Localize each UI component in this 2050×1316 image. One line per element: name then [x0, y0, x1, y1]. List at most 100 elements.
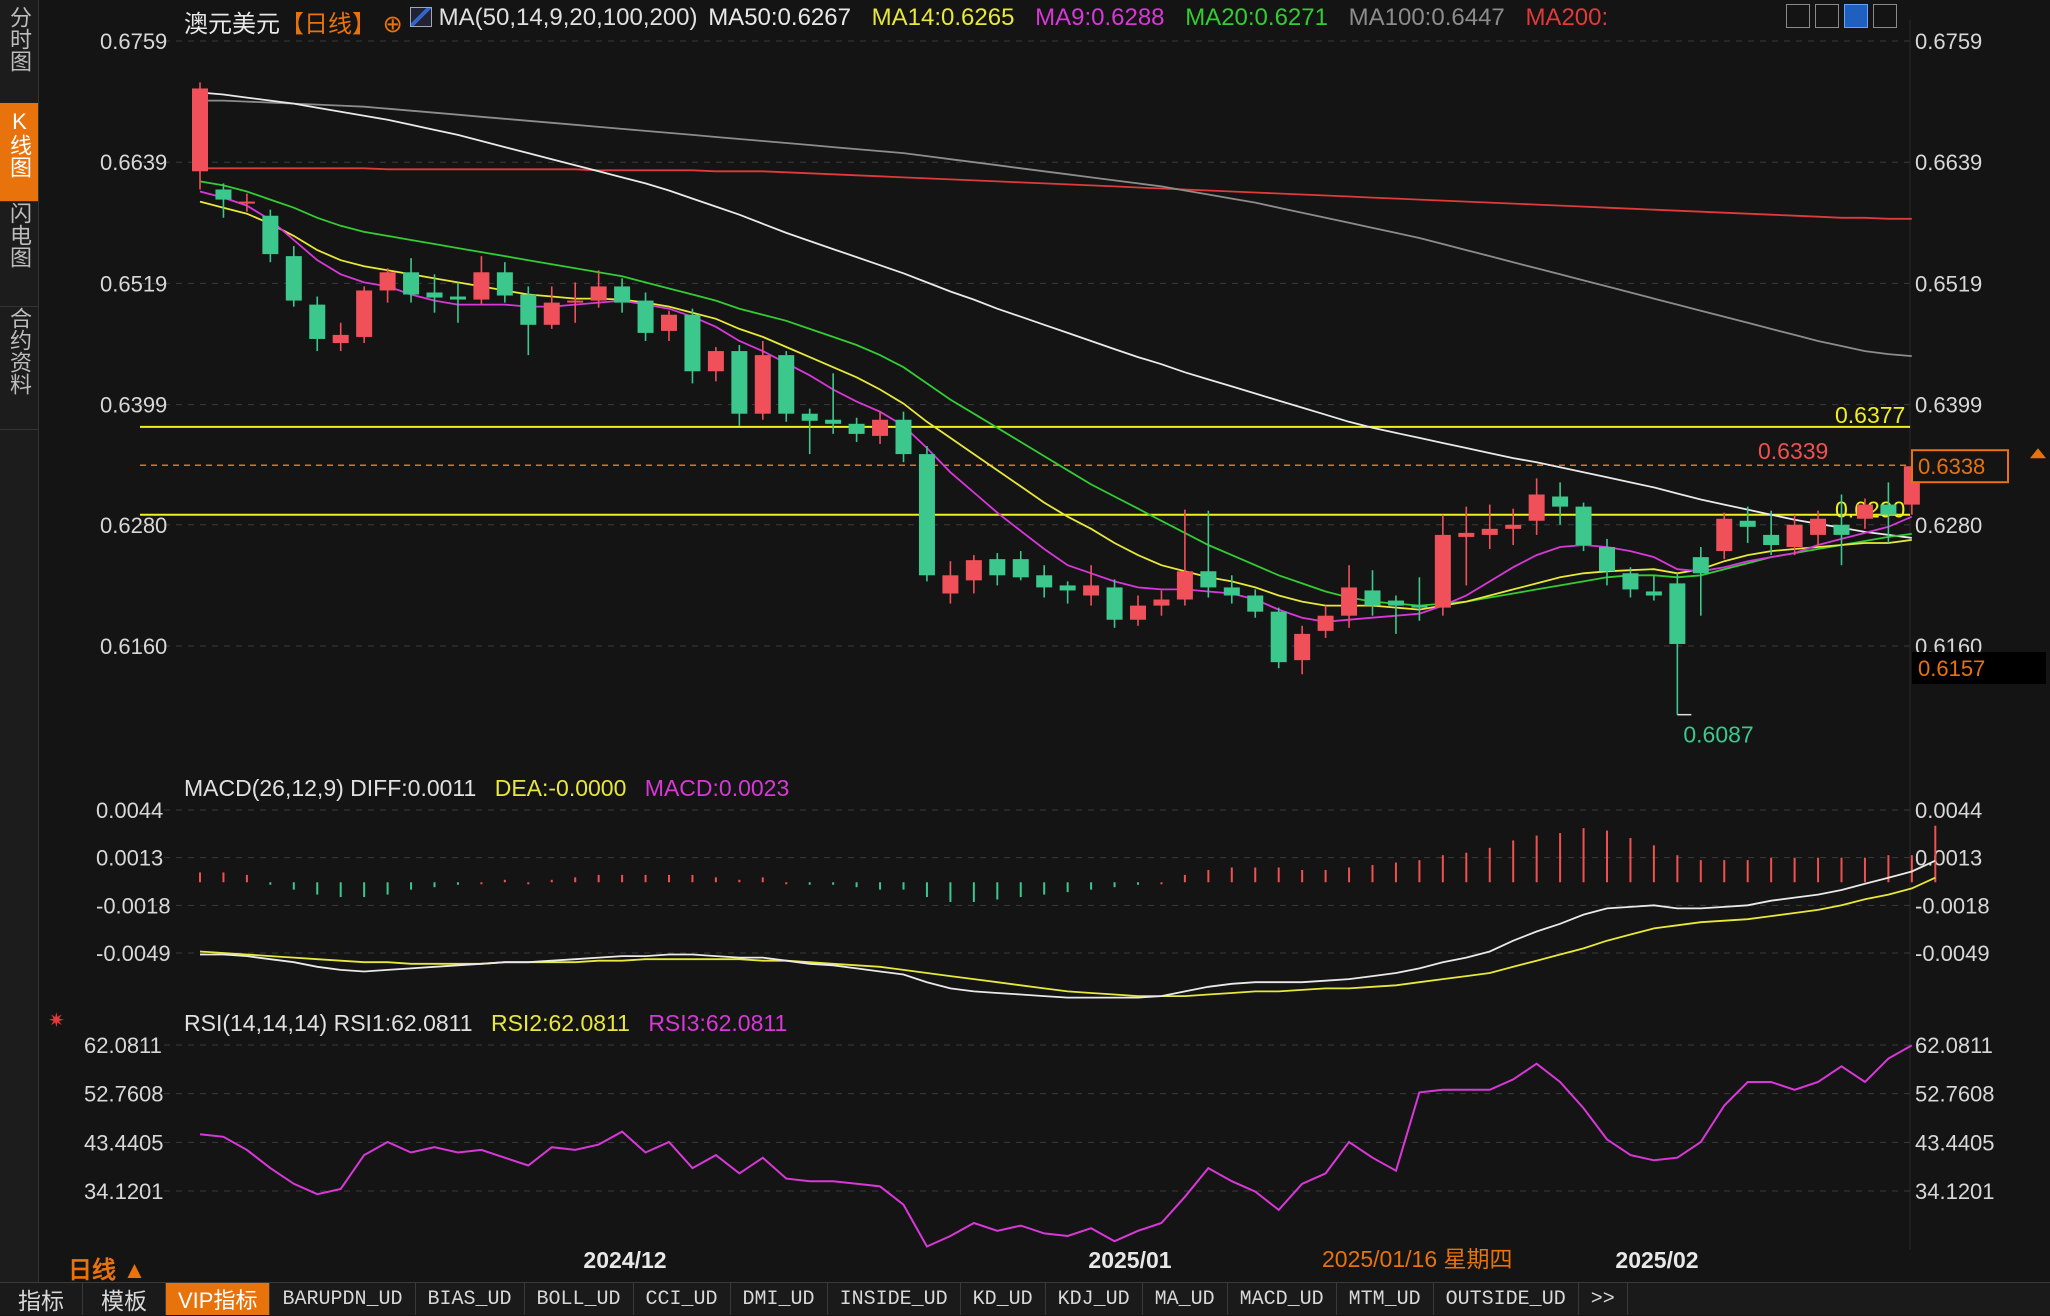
rsi-tick-right: 34.1201: [1915, 1179, 1995, 1204]
candle-body: [520, 294, 537, 325]
bottom-tab-inside-ud[interactable]: INSIDE_UD: [828, 1283, 961, 1315]
candle-body: [965, 560, 982, 581]
tab-lightning[interactable]: 闪电图: [0, 196, 38, 307]
date-tick: 2024/12: [583, 1247, 666, 1273]
candle-body: [1622, 573, 1639, 590]
bottom-tab-dmi-ud[interactable]: DMI_UD: [731, 1283, 828, 1315]
ma50-line: [199, 91, 1912, 539]
candle-body: [496, 272, 513, 296]
cursor-date-box: [1320, 1242, 1536, 1274]
rsi-tick-left: 43.4405: [84, 1130, 164, 1155]
macd-tick-right: -0.0049: [1915, 941, 1990, 966]
last-high-label: 0.6339: [1758, 438, 1828, 464]
candle-body: [872, 419, 889, 436]
candle-body: [1106, 587, 1123, 620]
period-name: 【日线】: [280, 11, 376, 38]
cursor-date-label: 2025/01/16 星期四: [1322, 1246, 1513, 1272]
candle-body: [1528, 494, 1545, 521]
tab-lightning-label: 闪电图: [7, 202, 32, 268]
price-tick-left: 0.6399: [100, 393, 167, 418]
tab-kline[interactable]: K线图: [0, 103, 38, 202]
left-sidebar: 分时图 K线图 闪电图 合约资料: [0, 0, 39, 1282]
bottom-tab-more[interactable]: >>: [1579, 1283, 1628, 1315]
candle-body: [754, 355, 771, 414]
candle-body: [262, 215, 279, 255]
bottom-tab-barupdn-ud[interactable]: BARUPDN_UD: [270, 1283, 416, 1315]
price-tick-left: 0.6280: [100, 513, 167, 538]
tab-time-sharing[interactable]: 分时图: [0, 0, 38, 109]
rsi-tick-right: 52.7608: [1915, 1082, 1995, 1107]
bottom-tab-cci-ud[interactable]: CCI_UD: [634, 1283, 731, 1315]
indicator-bar: 指标 模板 VIP指标 BARUPDN_UD BIAS_UD BOLL_UD CCI_UD D…: [0, 1282, 2050, 1315]
candle-body: [614, 286, 631, 303]
ma-settings-icon[interactable]: [410, 7, 432, 27]
candle-body: [332, 334, 349, 343]
layout-icon[interactable]: [1815, 4, 1839, 28]
candle-body: [1083, 585, 1100, 596]
candle-body: [707, 351, 724, 372]
candle-body: [1364, 590, 1381, 606]
candle-body: [1411, 605, 1428, 608]
bottom-tab-bias-ud[interactable]: BIAS_UD: [416, 1283, 525, 1315]
macd-tick-right: -0.0018: [1915, 893, 1990, 918]
bottom-tab-ma-ud[interactable]: MA_UD: [1143, 1283, 1228, 1315]
candle-body: [637, 300, 654, 333]
candle-body: [1317, 615, 1334, 631]
macd-dea-line: [199, 876, 1936, 997]
candle-body: [567, 300, 584, 303]
candle-body: [1130, 605, 1146, 620]
ma14-value: MA14:0.6265: [871, 4, 1015, 31]
crosshair-icon[interactable]: ⊕: [382, 11, 403, 38]
chart-canvas[interactable]: 0.6759 0.6759 0.6639 0.6639 0.6519 0.6519 0.63…: [38, 0, 2050, 1282]
candle-body: [1856, 504, 1873, 519]
macd-diff: DIFF:0.0011: [350, 775, 477, 801]
date-tick: 2025/01: [1088, 1247, 1171, 1273]
candle-body: [1176, 571, 1193, 600]
macd-tick-left: -0.0049: [96, 941, 171, 966]
rsi2-value: RSI2:62.0811: [490, 1010, 630, 1036]
ma-params: MA(50,14,9,20,100,200): [438, 4, 698, 31]
tab-time-sharing-label: 分时图: [7, 6, 32, 72]
ma50-value: MA50:0.6267: [708, 4, 851, 31]
ma14-line: [199, 200, 1912, 611]
macd-tick-left: 0.0013: [96, 846, 163, 871]
tab-contract-info[interactable]: 合约资料: [0, 301, 38, 430]
rsi1-value: RSI1:62.0811: [333, 1010, 473, 1036]
rsi-settings-icon[interactable]: ✷: [48, 1010, 65, 1032]
bottom-tab-macd-ud[interactable]: MACD_UD: [1228, 1283, 1337, 1315]
rsi-tick-right: 62.0811: [1915, 1033, 1993, 1058]
period-label[interactable]: 日线 ▲: [68, 1257, 147, 1284]
bottom-tab-boll-ud[interactable]: BOLL_UD: [525, 1283, 634, 1315]
bottom-tab-templates[interactable]: 模板: [83, 1283, 166, 1315]
macd-tick-left: 0.0044: [96, 798, 163, 823]
bottom-tab-kd-ud[interactable]: KD_UD: [961, 1283, 1046, 1315]
candle-body: [1153, 599, 1170, 606]
candle-body: [403, 272, 420, 295]
candle-body: [918, 454, 935, 576]
candle-body: [1341, 587, 1358, 616]
window-icon[interactable]: [1873, 4, 1897, 28]
candle-body: [238, 201, 255, 204]
bottom-tab-vip[interactable]: VIP指标: [166, 1283, 271, 1315]
candle-body: [426, 292, 443, 298]
draw-line-icon[interactable]: [1844, 4, 1868, 28]
bottom-tab-indicators[interactable]: 指标: [0, 1283, 83, 1315]
candle-body: [1481, 528, 1498, 535]
candle-body: [1247, 595, 1264, 612]
bottom-tab-mtm-ud[interactable]: MTM_UD: [1337, 1283, 1434, 1315]
price-tick-right: 0.6639: [1915, 150, 1982, 175]
ma9-line: [199, 190, 1913, 623]
candle-body: [1223, 587, 1240, 596]
macd-legend: MACD(26,12,9) DIFF:0.0011 DEA:-0.0000 MA…: [184, 775, 789, 802]
bottom-tab-kdj-ud[interactable]: KDJ_UD: [1046, 1283, 1143, 1315]
candle-body: [778, 355, 795, 414]
candle-body: [1270, 611, 1287, 663]
candle-body: [1599, 547, 1615, 572]
candle-body: [590, 286, 607, 301]
ma200-line: [200, 167, 1912, 220]
macd-diff-line: [200, 859, 1936, 999]
candle-body: [731, 351, 748, 414]
bottom-tab-outside-ud[interactable]: OUTSIDE_UD: [1434, 1283, 1579, 1315]
candle-body: [684, 314, 701, 372]
grid-toggle-icon[interactable]: [1786, 4, 1810, 28]
